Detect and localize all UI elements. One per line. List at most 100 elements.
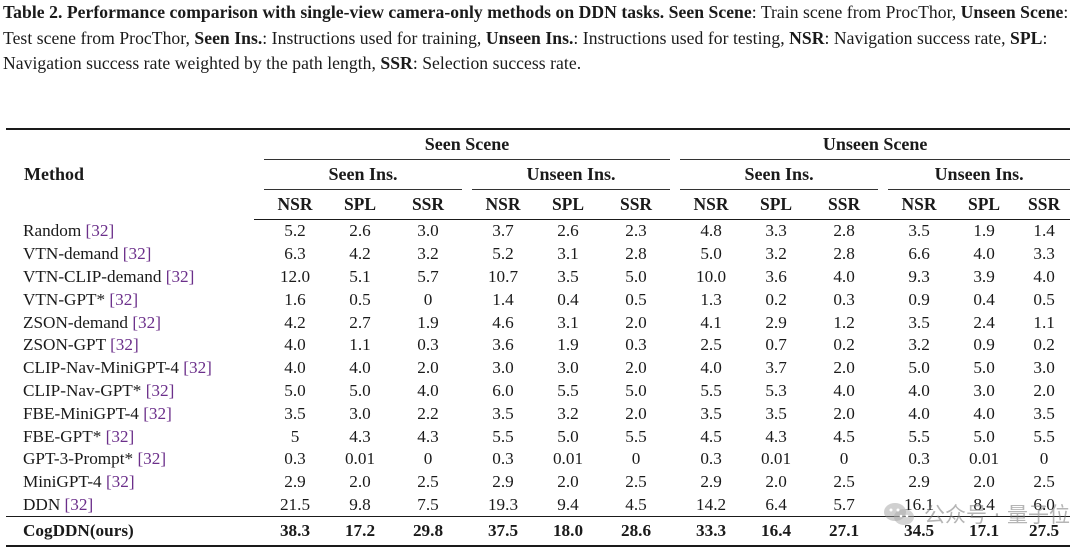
method-name: FBE-MiniGPT-4 [32] [6,402,254,425]
metric-cell: 2.0 [625,312,647,332]
citation-link[interactable]: [32] [110,335,139,355]
metric-cell: 4.0 [284,335,306,355]
metric-cell: 1.6 [284,289,306,309]
metric-cell: 38.3 [264,516,326,548]
metric-cell: 12.0 [279,266,311,286]
metric-header-ssr: SSR [810,189,879,220]
citation-link[interactable]: [32] [109,289,139,309]
metric-cell: 0.2 [765,289,787,309]
metric-cell: 6.0 [1033,494,1055,514]
metric-cell: 16.1 [904,494,935,514]
metric-cell: 0.9 [973,335,995,355]
wechat-icon [882,501,916,527]
citation-link[interactable]: [32] [85,221,115,241]
metric-cell: 2.4 [973,312,995,332]
metric-cell: 5.5 [700,380,722,400]
metric-cell: 4.3 [417,426,439,446]
metric-cell: 17.1 [950,516,1019,548]
method-label: ZSON-demand [23,312,129,332]
citation-link[interactable]: [32] [137,449,167,469]
metric-cell: 2.0 [557,472,579,492]
metric-cell: 8.4 [973,494,995,514]
metric-cell: 2.9 [908,472,930,492]
method-name: VTN-CLIP-demand [32] [6,266,254,289]
metric-cell: 2.5 [833,472,855,492]
method-name: MiniGPT-4 [32] [6,471,254,494]
citation-link[interactable]: [32] [145,380,175,400]
metric-cell: 5.0 [625,380,647,400]
table-row: DDN [32] 21.5 9.8 7.5 19.3 9.4 4.5 14.2 6.4 5.7 16… [6,494,1070,517]
metric-cell: 0 [423,289,433,309]
metric-cell: 6.4 [765,494,787,514]
metric-cell: 0 [1039,449,1049,469]
metric-cell: 5.5 [1033,426,1055,446]
metric-header-ssr: SSR [602,189,671,220]
metric-cell: 3.6 [765,266,787,286]
table-row: ZSON-GPT [32] 4.0 1.1 0.3 3.6 1.9 0.3 2.5 0.7 0.2… [6,334,1070,357]
metric-cell: 2.0 [1033,380,1055,400]
metric-cell: 3.2 [908,335,930,355]
metric-cell: 3.3 [765,221,787,241]
method-name: CLIP-Nav-MiniGPT-4 [32] [6,357,254,380]
metric-cell: 5 [290,426,300,446]
watermark-text: 公众号 · 量子位 [923,503,1070,527]
metric-cell: 1.3 [700,289,722,309]
performance-table: Method Seen Scene Unseen Scene Seen Ins.… [6,128,1071,548]
metric-cell: 0.01 [761,449,792,469]
metric-header-spl: SPL [742,189,811,220]
metric-cell: 2.5 [625,472,647,492]
metric-cell: 1.1 [349,335,371,355]
citation-link[interactable]: [32] [105,426,135,446]
metric-cell: 2.2 [417,403,439,423]
metric-cell: 9.8 [349,494,371,514]
method-label: FBE-MiniGPT-4 [23,403,139,423]
metric-cell: 0.2 [1033,335,1055,355]
metric-cell: 2.0 [417,358,439,378]
metric-cell: 4.2 [349,244,371,264]
metric-cell: 7.5 [417,494,439,514]
metric-header-spl: SPL [326,189,394,220]
metric-cell: 3.0 [417,221,439,241]
metric-cell: 18.0 [534,516,602,548]
metric-cell: 2.0 [973,472,995,492]
metric-cell: 10.0 [696,266,727,286]
metric-cell: 4.0 [284,358,306,378]
metric-cell: 2.0 [833,403,855,423]
caption-text: : Navigation success rate, [824,27,1011,48]
citation-link[interactable]: [32] [64,494,94,514]
metric-cell: 3.5 [1033,403,1055,423]
metric-cell: 3.2 [417,244,439,264]
metric-cell: 5.0 [625,266,647,286]
metric-cell: 0 [423,449,433,469]
metric-cell: 2.7 [349,312,371,332]
metric-cell: 3.5 [557,266,579,286]
metric-header-ssr: SSR [1018,189,1071,220]
citation-link[interactable]: [32] [132,312,161,332]
caption-text: : Instructions used for training, [262,27,486,48]
metric-cell: 2.0 [765,472,787,492]
metric-cell: 5.1 [349,266,371,286]
metric-cell: 6.0 [492,380,514,400]
metric-cell: 0.5 [625,289,647,309]
metric-cell: 3.0 [557,358,579,378]
metric-header-spl: SPL [950,189,1019,220]
citation-link[interactable]: [32] [122,244,152,264]
citation-link[interactable]: [32] [105,472,135,492]
metric-header-nsr: NSR [680,189,743,220]
method-label: GPT-3-Prompt* [23,449,134,469]
metric-cell: 4.0 [700,358,722,378]
citation-link[interactable]: [32] [183,358,212,378]
method-label: CogDDN(ours) [23,521,134,541]
metric-cell: 9.4 [557,494,579,514]
metric-cell: 2.6 [557,221,579,241]
table-row: FBE-GPT* [32] 5 4.3 4.3 5.5 5.0 5.5 4.5 4.3 4.5 5.… [6,425,1070,448]
citation-link[interactable]: [32] [165,266,195,286]
method-label: CLIP-Nav-MiniGPT-4 [23,358,179,378]
citation-link[interactable]: [32] [143,403,172,423]
metric-cell: 4.0 [908,403,930,423]
metric-cell: 4.0 [833,266,855,286]
metric-cell: 0.01 [969,449,1000,469]
caption-term: SSR [380,53,413,73]
metric-cell: 0.9 [908,289,930,309]
metric-cell: 4.3 [765,426,787,446]
